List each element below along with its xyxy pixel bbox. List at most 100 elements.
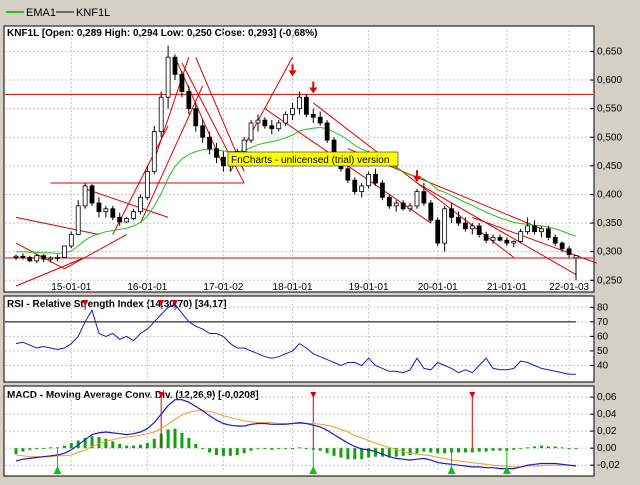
- candle-body: [511, 240, 517, 244]
- rsi-line: [15, 303, 576, 375]
- candle-body: [393, 202, 399, 207]
- candle-body: [82, 185, 88, 207]
- macd-histogram-bar: [270, 448, 274, 450]
- candle-body: [179, 73, 185, 92]
- candle-body: [255, 119, 261, 124]
- price-y-tick-label: 0,450: [597, 161, 622, 172]
- candle-body: [428, 202, 434, 221]
- rsi-y-tick-label: 40: [597, 360, 609, 371]
- macd-histogram-bar: [291, 448, 295, 450]
- price-trendline: [15, 256, 86, 287]
- candle-body: [96, 202, 102, 213]
- candle-body: [407, 205, 413, 210]
- price-x-tick-label: 15-01-01: [51, 282, 91, 293]
- macd-up-arrow-head: [447, 466, 456, 474]
- rsi-signal-marker: [82, 300, 89, 306]
- price-x-tick-label: 22-01-03: [549, 282, 589, 293]
- price-panel-title: KNF1L [Open: 0,289 High: 0,294 Low: 0,25…: [7, 28, 317, 39]
- rsi-y-tick-label: 70: [597, 317, 609, 328]
- macd-y-tick-label: -0,02: [597, 460, 620, 471]
- macd-signal-marker: [469, 392, 476, 398]
- candle-body: [269, 125, 275, 130]
- candle-body: [117, 216, 123, 223]
- macd-histogram-bar: [567, 448, 571, 450]
- candle-body: [352, 179, 358, 193]
- macd-signal-lines: [158, 392, 476, 449]
- macd-histogram-bar: [21, 448, 25, 452]
- candle-body: [400, 202, 406, 210]
- price-x-tick-label: 19-01-01: [349, 282, 389, 293]
- macd-histogram-bar: [194, 443, 198, 449]
- macd-histogram-bar: [332, 448, 336, 456]
- macd-histogram-bar: [339, 448, 343, 458]
- price-signal-arrow-head: [288, 70, 297, 77]
- price-y-tick-label: 0,350: [597, 218, 622, 229]
- candle-body: [151, 131, 157, 172]
- rsi-panel: RSI - Relative Strength Index (14,30,70)…: [3, 295, 609, 383]
- candle-body: [158, 96, 164, 132]
- price-trendline: [84, 188, 169, 218]
- candle-body: [214, 148, 219, 158]
- rsi-y-tick-label: 60: [597, 331, 609, 342]
- candle-body: [303, 96, 309, 115]
- macd-histogram-bar: [408, 448, 412, 455]
- macd-histogram-bar: [256, 448, 260, 450]
- macd-histogram-bar: [346, 448, 350, 460]
- rsi-signal-lines: [82, 300, 179, 311]
- rsi-y-tick-label: 80: [597, 302, 609, 313]
- ema-line: [16, 126, 577, 254]
- candle-body: [449, 208, 454, 218]
- candle-body: [241, 139, 247, 152]
- macd-histogram-bar: [477, 448, 481, 452]
- candle-body: [566, 248, 572, 255]
- macd-histogram-bar: [456, 448, 460, 453]
- price-y-tick-label: 0,250: [597, 275, 622, 286]
- candle-body: [186, 91, 192, 110]
- macd-histogram-bar: [145, 443, 149, 449]
- price-x-tick-label: 17-01-02: [203, 282, 243, 293]
- candle-body: [483, 234, 489, 241]
- macd-histogram-bar: [69, 443, 73, 449]
- candle-body: [469, 225, 475, 230]
- macd-histogram-bar: [297, 447, 301, 449]
- candle-body: [359, 185, 365, 193]
- macd-histogram-bar: [387, 448, 391, 458]
- macd-histogram-bar: [97, 437, 101, 449]
- macd-histogram-bar: [277, 448, 281, 450]
- candle-body: [221, 156, 226, 167]
- macd-histogram-bar: [132, 445, 136, 449]
- candle-body: [573, 255, 579, 259]
- macd-histogram-bar: [173, 428, 177, 449]
- candle-body: [345, 168, 351, 181]
- macd-histogram-bar: [553, 446, 557, 449]
- candle-body: [324, 122, 330, 141]
- price-trendline: [64, 234, 127, 270]
- macd-y-tick-label: 0,02: [597, 426, 617, 437]
- candle-body: [442, 208, 448, 244]
- macd-histogram-bar: [201, 448, 205, 450]
- price-trendline: [15, 242, 65, 270]
- macd-panel-title: MACD - Moving Average Conv. Div. (12,26,…: [7, 390, 259, 401]
- macd-histogram-bar: [436, 448, 440, 454]
- price-panel: KNF1L [Open: 0,289 High: 0,294 Low: 0,25…: [3, 25, 622, 293]
- price-y-tick-label: 0,600: [597, 75, 622, 86]
- macd-histogram-bar: [512, 448, 516, 450]
- macd-histogram-bar: [28, 448, 32, 450]
- candle-body: [290, 108, 295, 115]
- macd-histogram-bar: [533, 446, 537, 449]
- macd-histogram-bar: [235, 448, 239, 455]
- macd-histogram-bar: [249, 448, 253, 451]
- candle-body: [490, 236, 496, 241]
- candle-body: [207, 136, 212, 150]
- candle-body: [124, 218, 130, 223]
- price-trendline: [15, 216, 100, 236]
- macd-histogram-bar: [380, 448, 384, 457]
- macd-histogram-bar: [484, 448, 488, 452]
- candle-body: [497, 236, 503, 241]
- candle-body: [283, 113, 289, 124]
- rsi-y-tick-label: 50: [597, 346, 609, 357]
- price-signal-arrow-head: [412, 176, 421, 183]
- candle-body: [525, 225, 531, 233]
